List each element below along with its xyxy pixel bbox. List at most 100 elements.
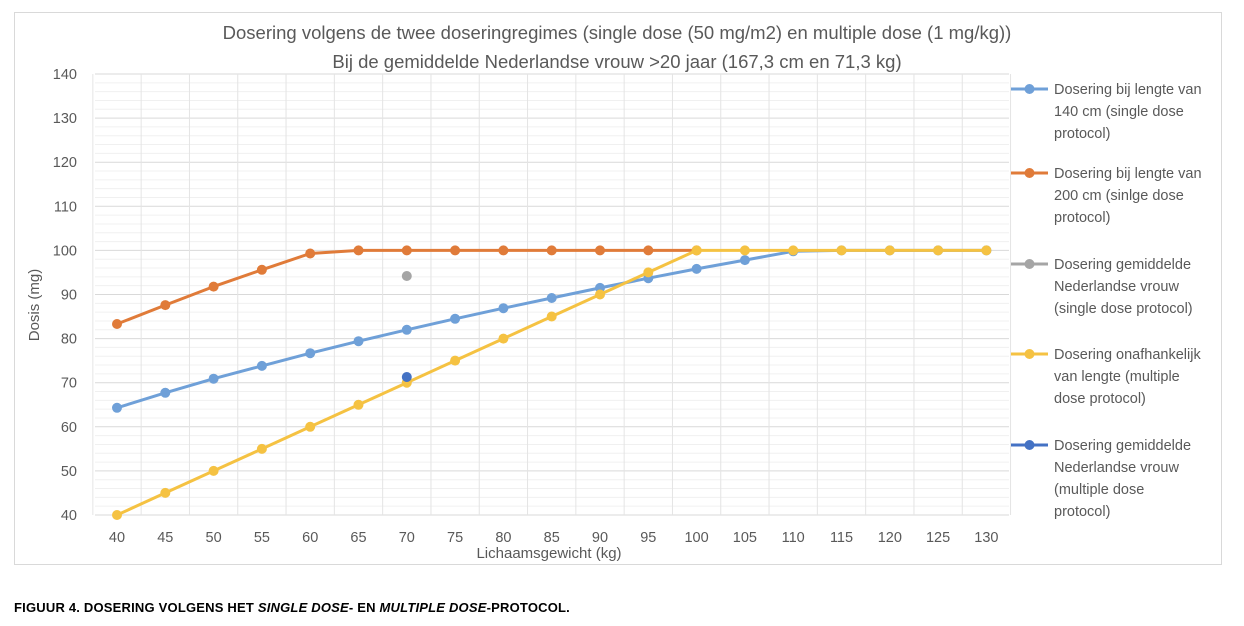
- legend-label: Dosering gemiddelde: [1054, 257, 1191, 273]
- data-point: [546, 293, 557, 303]
- data-point: [546, 245, 557, 256]
- data-point: [884, 245, 895, 256]
- caption-part: - EN: [348, 600, 380, 615]
- chart-title: Dosering volgens de twee doseringregimes…: [223, 22, 1012, 43]
- data-point: [112, 510, 122, 520]
- data-point: [353, 336, 364, 347]
- x-tick-label: 95: [640, 530, 656, 546]
- data-point: [208, 281, 219, 292]
- legend-label: dose protocol): [1054, 391, 1146, 407]
- legend-label: Nederlandse vrouw: [1054, 460, 1179, 476]
- data-point: [305, 421, 316, 432]
- x-axis-label: Lichaamsgewicht (kg): [476, 545, 621, 562]
- data-point: [112, 319, 122, 329]
- x-tick-label: 85: [544, 530, 560, 546]
- series-3: [401, 271, 412, 281]
- series: [112, 245, 992, 520]
- legend-label: protocol): [1054, 504, 1110, 520]
- data-point: [450, 313, 461, 324]
- data-point: [498, 303, 509, 314]
- data-point: [160, 487, 171, 498]
- data-point: [450, 355, 461, 366]
- caption-part: -PROTOCOL.: [486, 600, 570, 615]
- y-tick-label: 70: [61, 376, 77, 392]
- series-1: [112, 245, 992, 413]
- data-point: [401, 324, 412, 335]
- legend-swatch-marker: [1024, 259, 1035, 269]
- data-point: [498, 245, 509, 256]
- x-tick-label: 65: [350, 530, 366, 546]
- legend-label: protocol): [1054, 210, 1110, 226]
- legend-entry: Dosering gemiddelde Nederlandse vrouw (sin…: [1011, 257, 1193, 317]
- data-point: [739, 245, 750, 256]
- data-point: [498, 333, 509, 344]
- legend-label: van lengte (multiple: [1054, 369, 1180, 385]
- data-point: [546, 311, 557, 322]
- data-point: [112, 402, 122, 413]
- data-point: [643, 267, 654, 278]
- legend-entry: Dosering onafhankelijk van lengte (multip…: [1011, 347, 1201, 407]
- data-point: [691, 263, 702, 274]
- y-tick-label: 100: [53, 243, 77, 259]
- caption-italic: SINGLE DOSE: [257, 600, 349, 615]
- y-tick-label: 60: [61, 420, 77, 436]
- data-point: [305, 248, 316, 259]
- data-point: [981, 245, 992, 256]
- data-point: [401, 271, 412, 281]
- x-tick-label: 115: [830, 530, 853, 546]
- legend-entry: Dosering bij lengte van 200 cm (sinlge do…: [1011, 166, 1202, 226]
- grid: [92, 73, 1012, 516]
- line-chart: 40 50 60 70 80 90 100 110 120 130 140 40 45 50 55 60 65 7…: [26, 22, 1202, 562]
- chart-frame: 40 50 60 70 80 90 100 110 120 130 140 40 45 50 55 60 65 7…: [14, 12, 1222, 565]
- y-tick-label: 140: [53, 67, 77, 83]
- x-tick-label: 125: [926, 530, 950, 546]
- legend-label: 200 cm (sinlge dose: [1054, 188, 1184, 204]
- data-point: [353, 399, 364, 410]
- data-point: [208, 465, 219, 476]
- caption-italic: MULTIPLE DOSE: [379, 600, 487, 615]
- y-tick-label: 110: [54, 199, 77, 215]
- x-tick-label: 105: [733, 530, 757, 546]
- data-point: [739, 255, 750, 266]
- data-point: [208, 373, 219, 384]
- data-point: [160, 300, 171, 311]
- legend-swatch-marker: [1024, 84, 1035, 94]
- legend-label: Dosering gemiddelde: [1054, 438, 1191, 454]
- x-tick-label: 55: [254, 530, 270, 546]
- x-tick-label: 100: [684, 530, 708, 546]
- figure-caption: FIGUUR 4. DOSERING VOLGENS HET SINGLE DO…: [14, 600, 570, 615]
- data-point: [788, 245, 799, 256]
- chart-subtitle: Bij de gemiddelde Nederlandse vrouw >20 …: [332, 51, 901, 72]
- data-point: [305, 348, 316, 359]
- x-tick-label: 50: [206, 530, 222, 546]
- axes: 40 50 60 70 80 90 100 110 120 130 140 40 45 50 55 60 65 7…: [53, 67, 999, 546]
- y-tick-label: 50: [61, 464, 77, 480]
- data-point: [401, 372, 412, 382]
- legend-label: Dosering bij lengte van: [1054, 82, 1202, 98]
- y-tick-label: 80: [61, 332, 77, 348]
- data-point: [256, 443, 267, 454]
- x-tick-label: 70: [399, 530, 415, 546]
- series-2: [112, 245, 702, 329]
- data-point: [595, 289, 605, 300]
- data-point: [353, 245, 364, 256]
- x-tick-label: 45: [157, 530, 173, 546]
- legend: Dosering bij lengte van 140 cm (single do…: [1011, 82, 1202, 520]
- x-tick-label: 80: [495, 530, 511, 546]
- x-tick-label: 75: [447, 530, 463, 546]
- data-point: [160, 387, 171, 398]
- data-point: [691, 245, 702, 256]
- y-tick-label: 40: [61, 508, 77, 524]
- legend-label: 140 cm (single dose: [1054, 104, 1184, 120]
- caption-part: FIGUUR 4. DOSERING VOLGENS HET: [14, 600, 258, 615]
- y-tick-label: 90: [61, 288, 77, 304]
- data-point: [256, 264, 267, 275]
- data-point: [836, 245, 847, 256]
- data-point: [595, 245, 605, 256]
- y-tick-label: 130: [53, 111, 77, 127]
- legend-label: (single dose protocol): [1054, 301, 1193, 317]
- series-4: [112, 245, 992, 520]
- x-tick-label: 90: [592, 530, 608, 546]
- y-tick-label: 120: [53, 155, 77, 171]
- legend-label: Dosering bij lengte van: [1054, 166, 1202, 182]
